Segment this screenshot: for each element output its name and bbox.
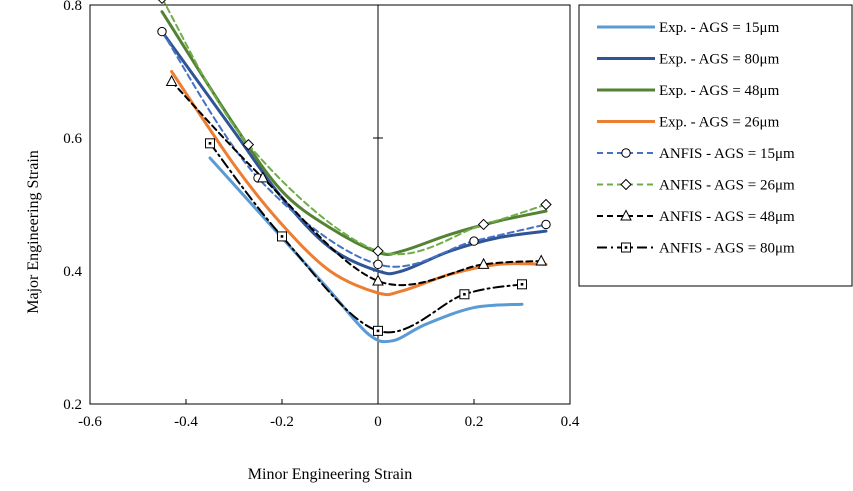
legend-label-5: ANFIS - AGS = 15μm: [659, 146, 795, 162]
series-4: [170, 70, 548, 297]
y-axis-title: Major Engineering Strain: [25, 150, 42, 314]
series-4-line: [170, 70, 548, 297]
series-7-point-2: [256, 171, 269, 183]
legend-marker-7: [620, 209, 632, 221]
series-5-point-1: [157, 26, 167, 37]
axes: 0.2 0.4 0.6 0.8 -0.6 -0.4 -0.2 0 0.2 0.4: [63, 0, 580, 430]
series-6-point-2: [242, 138, 255, 151]
x-tick-label: -0.4: [174, 414, 198, 430]
series-layer: [157, 0, 552, 344]
series-7: [165, 74, 548, 287]
legend: Exp. - AGS = 15μm Exp. - AGS = 80μm Exp. -…: [578, 4, 853, 287]
series-6-point-4: [477, 218, 490, 231]
series-5-point-5: [541, 219, 551, 230]
plot-area: [89, 4, 571, 405]
series-5-point-4: [469, 236, 479, 246]
series-8: [205, 138, 527, 336]
y-tick-label: 0.2: [63, 397, 82, 413]
legend-marker-8-center: [624, 246, 628, 249]
legend-marker-6: [620, 178, 632, 191]
legend-label-1: Exp. - AGS = 15μm: [659, 20, 780, 36]
y-tick-label: 0.8: [63, 0, 82, 14]
legend-label-6: ANFIS - AGS = 26μm: [659, 178, 795, 194]
series-8-point-2-center: [280, 235, 284, 238]
legend-label-7: ANFIS - AGS = 48μm: [659, 209, 795, 225]
series-8-point-5-center: [520, 283, 524, 286]
series-7-point-5: [535, 254, 548, 266]
series-6: [157, 0, 552, 257]
legend-label-4: Exp. - AGS = 26μm: [659, 115, 780, 131]
series-6-line: [161, 0, 547, 256]
x-tick-label: -0.2: [270, 414, 294, 430]
legend-box: [578, 4, 853, 287]
series-1-line: [208, 156, 524, 344]
series-8-point-3-center: [376, 329, 380, 333]
series-8-point-4-center: [463, 292, 466, 296]
legend-label-8: ANFIS - AGS = 80μm: [659, 241, 795, 257]
series-6-point-1: [157, 0, 167, 5]
series-5-line: [161, 30, 547, 268]
series-6-point-3: [372, 245, 384, 257]
y-tick-label: 0.4: [63, 264, 82, 280]
x-axis-title: Minor Engineering Strain: [248, 466, 412, 483]
series-8-point-1-center: [208, 142, 212, 145]
x-tick-label: 0: [374, 414, 382, 430]
x-tick-label: -0.6: [78, 414, 102, 430]
series-6-point-5: [540, 198, 552, 211]
plot-frame: [89, 4, 571, 405]
series-1: [208, 156, 524, 344]
legend-marker-5: [621, 148, 631, 158]
y-tick-label: 0.6: [63, 131, 82, 147]
legend-label-3: Exp. - AGS = 48μm: [659, 83, 780, 99]
series-7-point-1: [165, 74, 178, 86]
series-7-point-4: [477, 257, 490, 269]
series-5: [157, 26, 551, 270]
series-5-point-3: [373, 259, 383, 270]
x-tick-label: 0.4: [561, 414, 580, 430]
series-7-line: [170, 80, 543, 287]
series-8-line: [209, 142, 523, 334]
legend-label-2: Exp. - AGS = 80μm: [659, 52, 780, 68]
x-tick-label: 0.2: [465, 414, 484, 430]
series-7-point-3: [372, 274, 384, 286]
